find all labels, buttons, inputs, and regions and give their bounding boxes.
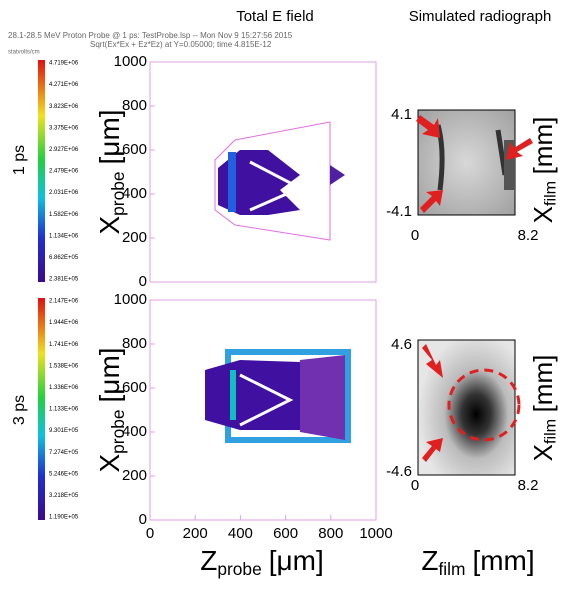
- colorbar-tick-label: 1.336E+06: [49, 385, 79, 391]
- y-tick-label: 800: [122, 335, 147, 352]
- axis-unit: [μm]: [94, 109, 125, 164]
- arrow: [416, 115, 533, 462]
- row-label: 1 ps: [11, 145, 28, 175]
- radiograph-feature: [504, 140, 515, 190]
- axis-subscript: film: [438, 559, 465, 579]
- y-tick-label: 1000: [114, 291, 147, 308]
- y-tick-label: 0: [139, 273, 147, 290]
- x-tick-label: 800: [318, 525, 343, 542]
- x-tick-label: 400: [228, 525, 253, 542]
- colorbar-tick-label: 3.218E+05: [49, 493, 79, 499]
- axis-label: Zfilm [mm]: [421, 545, 534, 578]
- circle-annotation: [447, 368, 521, 442]
- axis-symbol: Z: [200, 545, 217, 576]
- row-label: 3 ps: [11, 395, 28, 425]
- axis-unit: [mm]: [472, 545, 534, 576]
- x-tick-label: 8.2: [518, 227, 539, 244]
- colorbar-tick-label: 2.479E+06: [49, 169, 79, 175]
- header-field: Total E field: [236, 8, 314, 25]
- field-map: [214, 121, 345, 241]
- colorbar-tick-label: 1.741E+06: [49, 342, 79, 348]
- y-tick-label: 4.1: [391, 106, 412, 123]
- axis-unit: [mm]: [528, 355, 558, 413]
- axis-label: Xprobe [μm]: [94, 109, 127, 234]
- x-tick-label: 8.2: [518, 477, 539, 494]
- y-tick-label: 400: [122, 185, 147, 202]
- axis-label: Xprobe [μm]: [94, 347, 127, 472]
- axis-subscript: film: [542, 181, 560, 206]
- colorbar-tick-label: 3.823E+06: [49, 104, 79, 110]
- axis-label: Xfilm [mm]: [528, 117, 560, 224]
- y-tick-label: 0: [139, 511, 147, 528]
- x-tick-label: 1000: [359, 525, 392, 542]
- y-tick-label: 4.6: [391, 336, 412, 353]
- colorbar-tick-label: 1.944E+06: [49, 320, 79, 326]
- axis-unit: [mm]: [528, 117, 558, 175]
- y-tick-label: 600: [122, 141, 147, 158]
- colorbar-tick-label: 4.719E+06: [49, 61, 79, 67]
- x-tick-label: 0: [411, 477, 419, 494]
- colorbar-tick-label: 2.031E+06: [49, 190, 79, 196]
- x-tick-label: 0: [146, 525, 154, 542]
- header-radiograph: Simulated radiograph: [409, 8, 552, 25]
- colorbar-tick-label: 7.274E+05: [49, 450, 79, 456]
- field-map: [205, 349, 351, 443]
- colorbar-tick-label: 1.133E+06: [49, 407, 79, 413]
- y-tick-label: -4.1: [386, 203, 412, 220]
- axis-symbol: X: [94, 454, 125, 473]
- x-tick-label: 200: [183, 525, 208, 542]
- axis-unit: [μm]: [269, 545, 324, 576]
- plot-frame: [149, 61, 377, 283]
- x-tick-label: 0: [411, 227, 419, 244]
- y-tick-label: 600: [122, 379, 147, 396]
- colorbar-tick-label: 5.246E+05: [49, 471, 79, 477]
- axis-subscript: probe: [108, 409, 128, 453]
- colorbar-tick-label: 9.301E+05: [49, 428, 79, 434]
- colorbar-tick-label: 1.134E+06: [49, 233, 79, 239]
- axis-subscript: probe: [217, 559, 261, 579]
- colorbar-unit: statvolts/cm: [8, 50, 40, 56]
- axis-label: Zprobe [μm]: [200, 545, 324, 578]
- colorbar-tick-label: 2.147E+06: [49, 299, 79, 305]
- colorbar-tick-label: 1.582E+06: [49, 212, 79, 218]
- axis-subscript: probe: [108, 171, 128, 215]
- x-tick-label: 600: [273, 525, 298, 542]
- colorbar-tick-label: 4.271E+06: [49, 82, 79, 88]
- colorbar-tick-label: 2.381E+05: [49, 277, 79, 283]
- colorbar: [38, 60, 45, 282]
- axis-symbol: X: [528, 206, 558, 223]
- y-tick-label: 200: [122, 229, 147, 246]
- y-tick-label: -4.6: [386, 463, 412, 480]
- plot-frame: [149, 299, 377, 521]
- info-line: Sqrt(Ex*Ex + Ez*Ez) at Y=0.05000; time 4…: [90, 40, 272, 49]
- colorbar-tick-label: 3.375E+06: [49, 125, 79, 131]
- axis-unit: [μm]: [94, 347, 125, 402]
- colorbar-tick-label: 6.862E+05: [49, 255, 79, 261]
- y-tick-label: 200: [122, 467, 147, 484]
- axis-subscript: film: [542, 419, 560, 444]
- y-tick-label: 400: [122, 423, 147, 440]
- axis-label: Xfilm [mm]: [528, 355, 560, 462]
- colorbar-tick-label: 2.927E+06: [49, 147, 79, 153]
- axis-symbol: Z: [421, 545, 438, 576]
- colorbar-tick-label: 1.190E+05: [49, 515, 79, 521]
- y-tick-label: 1000: [114, 53, 147, 70]
- axis-symbol: X: [528, 444, 558, 461]
- y-tick-label: 800: [122, 97, 147, 114]
- colorbar-tick-label: 1.538E+06: [49, 363, 79, 369]
- info-line: 28.1-28.5 MeV Proton Probe @ 1 ps: TestP…: [8, 31, 293, 40]
- axis-symbol: X: [94, 216, 125, 235]
- colorbar: [38, 298, 45, 520]
